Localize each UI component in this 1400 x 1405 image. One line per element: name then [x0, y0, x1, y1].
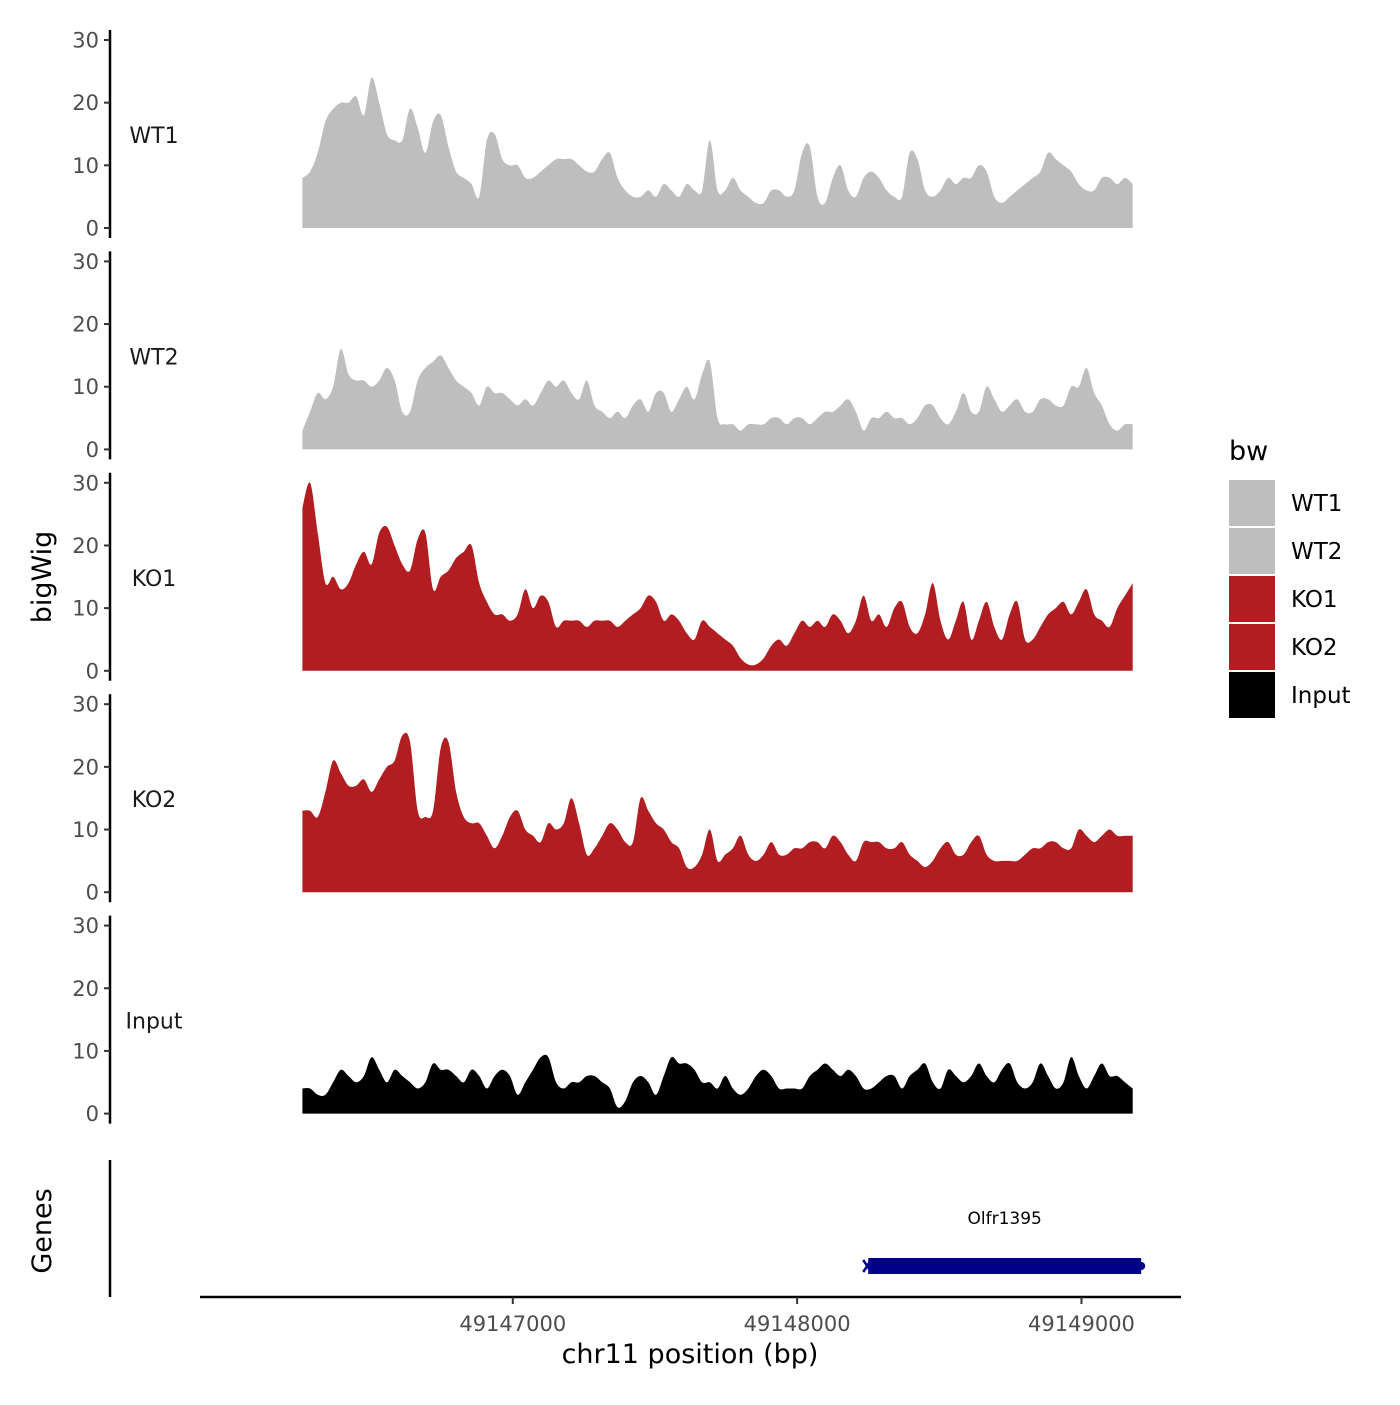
y-tick-label-wt1-10: 10 — [72, 154, 99, 178]
x-axis-title: chr11 position (bp) — [562, 1339, 819, 1370]
x-tick-label-49149000: 49149000 — [1028, 1312, 1135, 1336]
track-label-wt1: WT1 — [129, 124, 178, 149]
legend-key-input — [1229, 672, 1275, 718]
legend-label-ko2: KO2 — [1291, 635, 1338, 661]
tracks-layer: 0 10 20 30 WT1 0 10 20 30 WT2 0 10 20 30 KO1 0 10 20 30 KO2… — [72, 29, 1133, 1126]
legend-label-wt1: WT1 — [1291, 491, 1342, 517]
legend-label-input: Input — [1291, 683, 1351, 709]
y-tick-label-wt1-0: 0 — [86, 217, 99, 241]
y-tick-label-input-10: 10 — [72, 1039, 99, 1063]
y-tick-label-wt2-20: 20 — [72, 313, 99, 337]
gene-end-cap-olfr1395 — [1137, 1262, 1146, 1270]
x-tick-label-49148000: 49148000 — [744, 1312, 851, 1336]
y-tick-label-wt1-20: 20 — [72, 91, 99, 115]
y-axis-title: bigWig — [27, 531, 58, 624]
y-tick-label-wt2-30: 30 — [72, 250, 99, 274]
track-panel-ko2: 0 10 20 30 KO2 — [72, 693, 1133, 905]
gene-strand-marker-olfr1395 — [862, 1259, 873, 1273]
track-panel-wt2: 0 10 20 30 WT2 — [72, 250, 1133, 462]
gene-olfr1395: Olfr1395 — [862, 1209, 1146, 1274]
y-tick-label-wt2-10: 10 — [72, 375, 99, 399]
y-tick-label-wt1-30: 30 — [72, 29, 99, 53]
legend-title: bw — [1229, 436, 1268, 467]
coverage-area-ko2 — [302, 732, 1133, 893]
genes-axis-title: Genes — [27, 1188, 58, 1273]
legend-key-wt2 — [1229, 528, 1275, 574]
track-label-ko1: KO1 — [132, 567, 177, 592]
y-tick-label-input-30: 30 — [72, 914, 99, 938]
x-axis: chr11 position (bp) 49147000 49148000 4914… — [200, 1295, 1181, 1370]
y-tick-label-ko1-20: 20 — [72, 534, 99, 558]
track-panel-input: 0 10 20 30 Input — [72, 914, 1133, 1126]
y-tick-label-ko2-10: 10 — [72, 818, 99, 842]
track-panel-ko1: 0 10 20 30 KO1 — [72, 471, 1133, 683]
coverage-area-ko1 — [302, 482, 1133, 671]
gene-label-olfr1395: Olfr1395 — [968, 1209, 1042, 1229]
legend-label-wt2: WT2 — [1291, 539, 1342, 565]
y-tick-label-input-0: 0 — [86, 1102, 99, 1126]
track-label-wt2: WT2 — [129, 345, 178, 370]
y-tick-label-ko1-0: 0 — [86, 659, 99, 683]
track-panel-wt1: 0 10 20 30 WT1 — [72, 29, 1133, 241]
track-label-input: Input — [126, 1010, 183, 1035]
coverage-area-wt2 — [302, 348, 1133, 450]
legend-key-ko2 — [1229, 624, 1275, 670]
gene-body-olfr1395 — [868, 1258, 1142, 1274]
x-tick-label-49147000: 49147000 — [459, 1312, 566, 1336]
genes-panel: Genes Olfr1395 — [27, 1160, 1146, 1297]
coverage-area-wt1 — [302, 77, 1133, 228]
y-tick-label-ko1-30: 30 — [72, 471, 99, 495]
y-tick-label-ko2-20: 20 — [72, 755, 99, 779]
y-tick-label-input-20: 20 — [72, 977, 99, 1001]
legend-label-ko1: KO1 — [1291, 587, 1338, 613]
y-tick-label-ko2-30: 30 — [72, 693, 99, 717]
y-tick-label-ko2-0: 0 — [86, 881, 99, 905]
y-tick-label-wt2-0: 0 — [86, 438, 99, 462]
legend-key-ko1 — [1229, 576, 1275, 622]
legend-key-wt1 — [1229, 480, 1275, 526]
coverage-area-input — [302, 1054, 1133, 1114]
track-label-ko2: KO2 — [132, 788, 177, 813]
legend: bw WT1 WT2 KO1 KO2 Input — [1229, 436, 1351, 718]
y-tick-label-ko1-10: 10 — [72, 597, 99, 621]
